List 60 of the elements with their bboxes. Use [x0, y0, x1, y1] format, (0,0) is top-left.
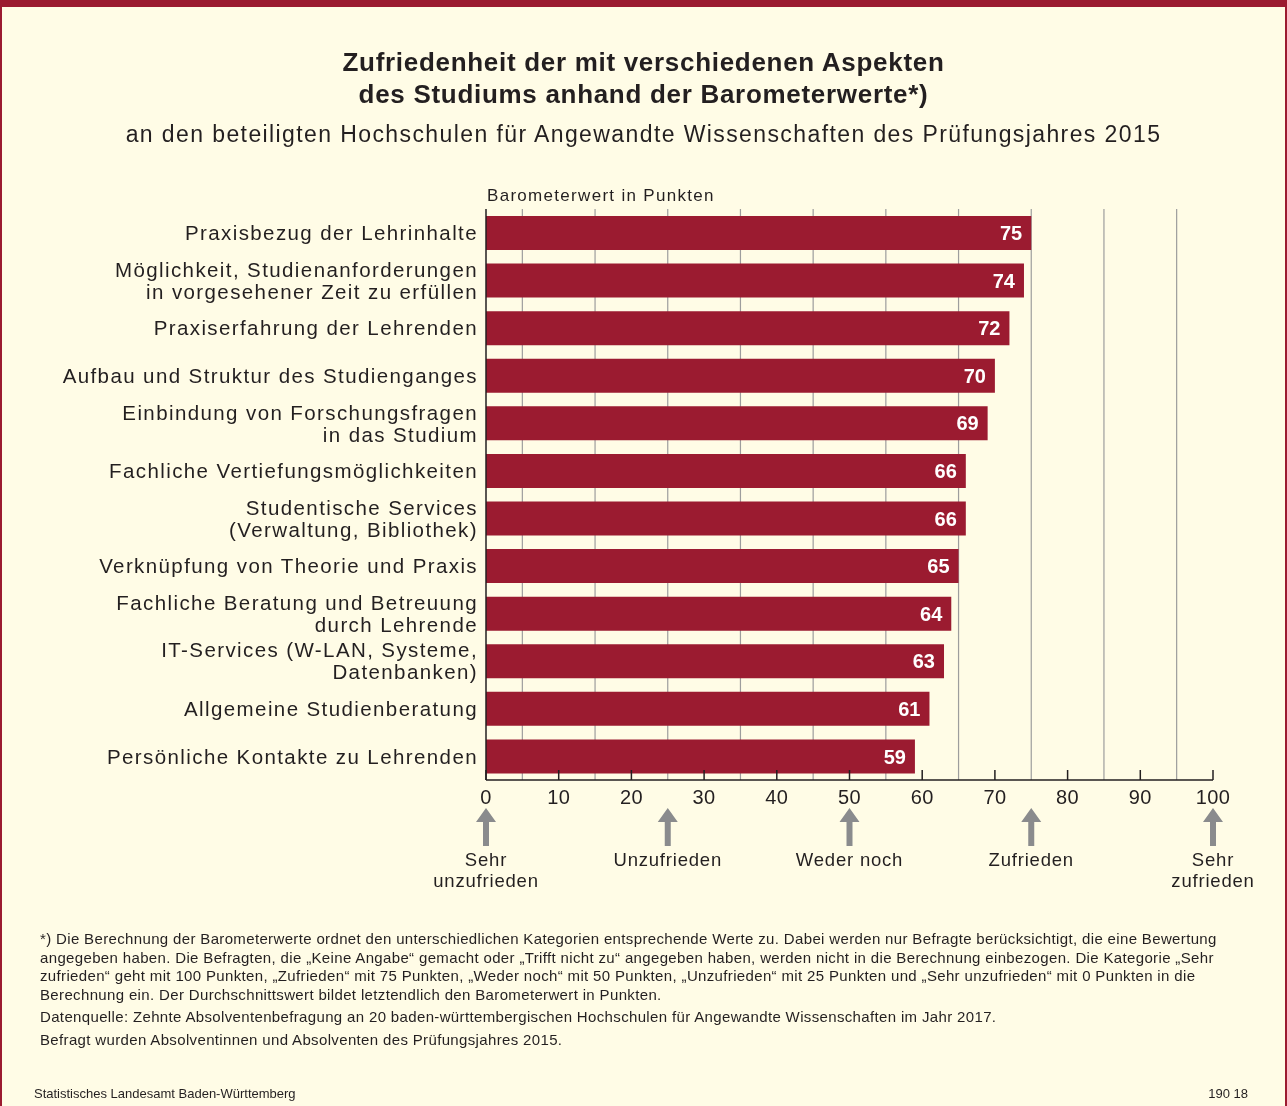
- y-tick-label: Persönliche Kontakte zu Lehrenden: [106, 744, 478, 768]
- x-tick-label: 50: [837, 786, 862, 808]
- data-label: 64: [920, 602, 944, 625]
- x-tick-label: 60: [910, 786, 934, 808]
- bar: [486, 263, 1024, 298]
- x-tick-label: 80: [1056, 786, 1080, 808]
- bar: [486, 406, 988, 441]
- x-tick-label: 100: [1195, 786, 1231, 808]
- bar: [486, 644, 945, 679]
- data-label: 61: [898, 697, 921, 720]
- text: Datenquelle: Zehnte Absolventenbefragung an 20 baden-württembergischen Hochschulen für Angewandte Wissenschaften im Jahr 2017.: [40, 1008, 998, 1027]
- y-tick-label: Fachliche Vertiefungsmöglichkeiten: [109, 459, 478, 483]
- data-label: 72: [978, 317, 1001, 340]
- text: Sehr unzufrieden: [433, 848, 539, 891]
- data-label: 74: [992, 269, 1016, 292]
- x-tick-label: 70: [983, 786, 1007, 808]
- data-label: 66: [934, 507, 957, 530]
- x-tick-label: 10: [547, 786, 571, 808]
- data-label: 63: [912, 650, 936, 673]
- bar: [486, 501, 966, 536]
- bar: [486, 739, 915, 774]
- bar: [486, 453, 966, 488]
- chart-subtitle: an den beteiligten Hochschulen für Angewandte Wissenschaften des Prüfungsjahres 2015: [124, 120, 1163, 148]
- y-tick-label: Verknüpfung von Theorie und Praxis: [99, 554, 478, 578]
- x-tick-label: 30: [692, 786, 716, 808]
- y-tick-label: Praxisbezug der Lehrinhalte: [184, 221, 478, 245]
- text: Weder noch: [795, 848, 904, 870]
- text: 190 18: [1208, 1086, 1248, 1102]
- text: Zufrieden: [988, 848, 1074, 870]
- bar: [486, 691, 930, 726]
- y-tick-label: IT-Services (W-LAN, Systeme, Datenbanken): [161, 638, 478, 684]
- text: Befragt wurden Absolventinnen und Absolventen des Prüfungsjahres 2015.: [40, 1030, 564, 1049]
- data-label: 69: [956, 412, 979, 435]
- bar: [486, 216, 1032, 250]
- x-tick-label: 20: [619, 786, 643, 808]
- x-tick-label: 0: [480, 786, 492, 808]
- y-tick-label: Aufbau und Struktur des Studienganges: [62, 363, 478, 387]
- text: Statistisches Landesamt Baden-Württemberg: [34, 1086, 296, 1102]
- bar: [486, 596, 952, 631]
- data-label: 66: [934, 460, 957, 483]
- y-tick-label: Allgemeine Studienberatung: [184, 697, 478, 721]
- y-tick-label: Einbindung von Forschungsfragen in das Studium: [122, 400, 478, 446]
- data-label: 70: [963, 364, 986, 387]
- text: Sehr zufrieden: [1171, 848, 1255, 891]
- bar: [486, 549, 959, 584]
- bar: [486, 311, 1010, 346]
- x-axis-title: Barometerwert in Punkten: [487, 186, 715, 206]
- text: Unzufrieden: [613, 848, 723, 870]
- bar: [486, 358, 995, 393]
- chart-title: Zufriedenheit der mit verschiedenen Aspekten des Studiums anhand der Barometerwerte*): [341, 46, 946, 110]
- x-tick-label: 40: [765, 786, 789, 808]
- data-label: 65: [927, 555, 950, 578]
- data-label: 75: [1000, 222, 1023, 245]
- text: *) Die Berechnung der Barometerwerte ordnet den unterschiedlichen Kategorien entsprechende Werte zu. Dabei werden nur Befragte berücksichtigt, die eine Bewertung angegeben haben. Die Befragten, die „Keine Angabe“ gemacht oder „Trifft nicht zu“ angegeben haben, werden nicht in die Berechnung einbezogen. Die Kategorie „Sehr zufrieden“ geht mit 100 Punkten, „Zufrieden“ mit 75 Punkten, „Weder noch“ mit 50 Punkten, „Unzufrieden“ mit 25 Punkten und „Sehr unzufrieden“ mit 0 Punkten in die Berechnung ein. Der Durchschnittswert bildet letztendlich den Barometerwert in Punkten.: [40, 930, 1218, 1004]
- y-tick-label: Praxiserfahrung der Lehrenden: [153, 316, 478, 340]
- x-tick-label: 90: [1128, 786, 1152, 808]
- y-tick-label: Studentische Services (Verwaltung, Bibliothek): [229, 495, 478, 541]
- y-tick-label: Fachliche Beratung und Betreuung durch Lehrende: [116, 590, 478, 636]
- data-label: 59: [883, 745, 906, 768]
- y-tick-label: Möglichkeit, Studienanforderungen in vorgesehener Zeit zu erfüllen: [114, 257, 478, 303]
